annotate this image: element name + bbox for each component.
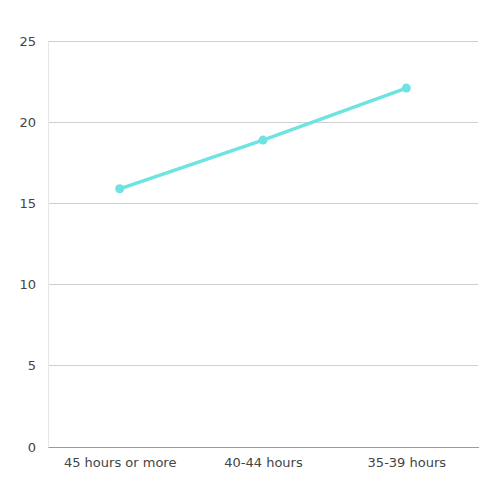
y-tick-label: 5 bbox=[28, 358, 36, 373]
chart-svg: 0 5 10 15 20 25 45 hours or more 40-44 hours 35-… bbox=[0, 0, 500, 500]
y-tick-label: 10 bbox=[19, 277, 36, 292]
grid-line bbox=[48, 447, 478, 448]
marks bbox=[115, 84, 411, 194]
y-tick: 0 bbox=[28, 440, 48, 455]
y-axis-line bbox=[48, 42, 49, 448]
x-tick: 45 hours or more bbox=[64, 455, 176, 470]
y-tick: 15 bbox=[19, 196, 48, 211]
plot-area: 0 5 10 15 20 25 45 hours or more 40-44 hours 35-… bbox=[19, 34, 478, 471]
y-tick-label: 15 bbox=[19, 196, 36, 211]
grid-line bbox=[48, 284, 478, 285]
y-tick-label: 25 bbox=[19, 34, 36, 49]
x-axis-line bbox=[49, 447, 479, 448]
y-tick-label: 0 bbox=[28, 440, 36, 455]
x-tick-label: 35-39 hours bbox=[368, 455, 447, 470]
data-point bbox=[402, 84, 411, 93]
grid-line bbox=[48, 203, 478, 204]
y-tick-label: 20 bbox=[19, 115, 36, 130]
grid bbox=[48, 41, 478, 447]
x-tick: 40-44 hours bbox=[224, 455, 303, 470]
y-tick: 10 bbox=[19, 277, 48, 292]
data-point bbox=[259, 136, 268, 145]
y-axis: 0 5 10 15 20 25 bbox=[19, 34, 48, 455]
data-line bbox=[120, 88, 407, 189]
x-axis: 45 hours or more 40-44 hours 35-39 hours bbox=[49, 448, 479, 471]
x-tick-label: 45 hours or more bbox=[64, 455, 176, 470]
grid-line bbox=[48, 365, 478, 366]
x-tick: 35-39 hours bbox=[368, 455, 447, 470]
grid-line bbox=[48, 41, 478, 42]
data-point bbox=[115, 184, 124, 193]
y-tick: 5 bbox=[28, 358, 48, 373]
grid-line bbox=[48, 122, 478, 123]
chart-container: 0 5 10 15 20 25 45 hours or more 40-44 hours 35-… bbox=[0, 0, 500, 500]
x-tick-label: 40-44 hours bbox=[224, 455, 303, 470]
y-tick: 25 bbox=[19, 34, 48, 49]
y-tick: 20 bbox=[19, 115, 48, 130]
